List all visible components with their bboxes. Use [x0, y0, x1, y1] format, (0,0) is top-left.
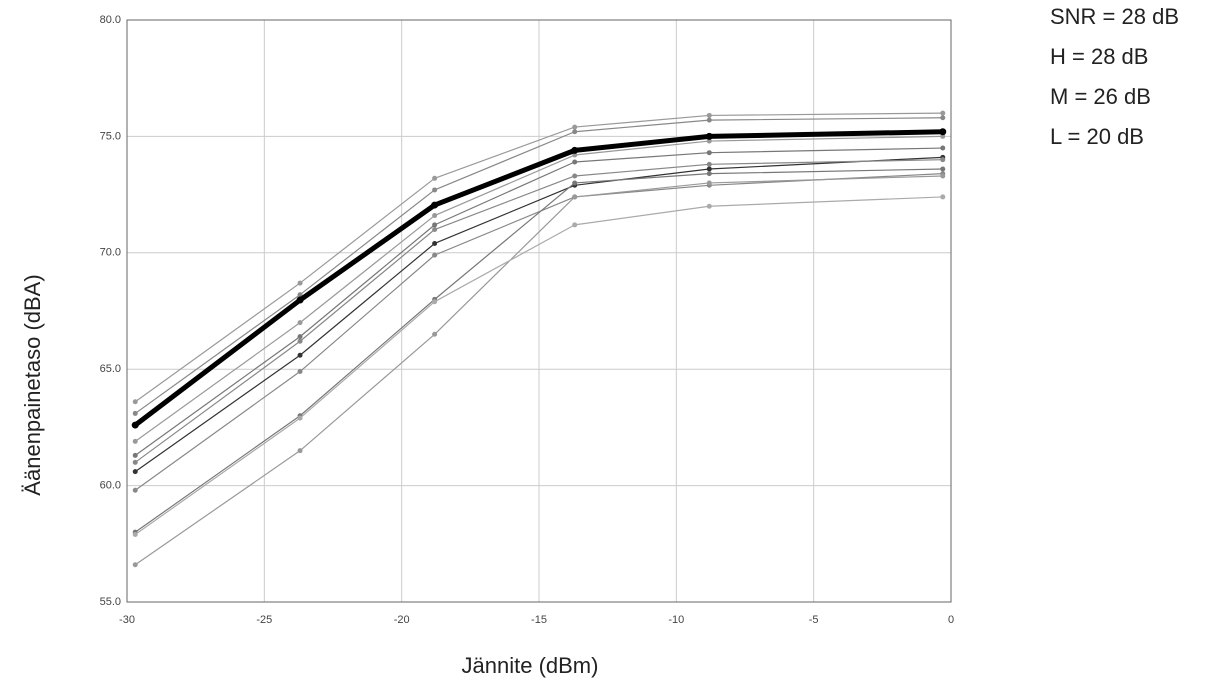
point-marker [940, 115, 946, 121]
annotation: H = 28 dB [1050, 44, 1148, 69]
point-marker [432, 331, 438, 337]
point-marker [297, 352, 303, 358]
y-tick-label: 60.0 [100, 480, 121, 492]
point-marker [296, 296, 304, 304]
point-marker [132, 531, 138, 537]
series-line [134, 135, 943, 442]
point-marker [572, 159, 578, 165]
point-marker [706, 138, 712, 144]
x-tick-label: -5 [809, 614, 819, 626]
point-marker [572, 129, 578, 135]
series-line [134, 175, 943, 566]
point-marker [132, 410, 138, 416]
y-tick-label: 80.0 [100, 14, 121, 26]
series-line [134, 156, 943, 473]
y-tick-label: 70.0 [100, 247, 121, 259]
point-marker [706, 180, 712, 186]
point-marker [940, 173, 946, 179]
point-marker [132, 399, 138, 405]
point-marker [572, 152, 578, 158]
point-marker [297, 369, 303, 375]
point-marker [939, 128, 947, 136]
y-tick-label: 65.0 [100, 363, 121, 375]
point-marker [297, 338, 303, 344]
point-marker [297, 320, 303, 326]
y-tick-label: 55.0 [100, 596, 121, 608]
point-marker [132, 438, 138, 444]
series-line [134, 159, 943, 463]
series-line [134, 112, 943, 403]
series-line [134, 173, 943, 491]
point-marker [432, 222, 438, 228]
point-marker [572, 173, 578, 179]
point-marker [297, 334, 303, 340]
point-marker [572, 180, 578, 186]
point-marker [432, 299, 438, 305]
annotation: L = 20 dB [1050, 124, 1144, 149]
point-marker [940, 145, 946, 151]
x-tick-label: -30 [119, 614, 135, 626]
point-marker [432, 187, 438, 193]
point-marker [706, 171, 712, 177]
point-marker [132, 562, 138, 568]
y-tick-label: 75.0 [100, 130, 121, 142]
point-marker [571, 146, 579, 154]
point-marker [432, 240, 438, 246]
point-marker [132, 459, 138, 465]
point-marker [297, 415, 303, 421]
series-line [133, 129, 943, 428]
y-axis-label: Äänenpainetaso (dBA) [20, 274, 45, 495]
point-marker [431, 201, 439, 209]
point-marker [131, 421, 139, 429]
point-marker [706, 112, 712, 118]
x-axis-label: Jännite (dBm) [462, 653, 599, 678]
point-marker [940, 110, 946, 116]
point-marker [432, 175, 438, 181]
x-tick-label: -10 [668, 614, 684, 626]
point-marker [572, 194, 578, 200]
point-marker [940, 166, 946, 172]
point-marker [940, 157, 946, 163]
point-marker [940, 133, 946, 139]
series-line [134, 147, 943, 456]
annotation: M = 26 dB [1050, 84, 1151, 109]
plot-frame [126, 19, 952, 603]
point-marker [432, 252, 438, 258]
point-marker [297, 292, 303, 298]
point-marker [572, 222, 578, 228]
series-line [134, 196, 943, 535]
point-marker [432, 213, 438, 219]
x-tick-label: -15 [531, 614, 547, 626]
annotation: SNR = 28 dB [1050, 4, 1179, 29]
point-marker [297, 448, 303, 454]
point-marker [572, 124, 578, 130]
point-marker [940, 194, 946, 200]
point-marker [706, 166, 712, 172]
point-marker [706, 150, 712, 156]
point-marker [132, 452, 138, 458]
point-marker [705, 132, 713, 140]
point-marker [297, 280, 303, 286]
point-marker [706, 203, 712, 209]
point-marker [706, 161, 712, 167]
point-marker [132, 487, 138, 493]
x-tick-label: -20 [394, 614, 410, 626]
point-marker [432, 227, 438, 233]
x-tick-label: 0 [948, 614, 954, 626]
point-marker [132, 469, 138, 475]
x-tick-label: -25 [256, 614, 272, 626]
point-marker [706, 117, 712, 123]
series-line [134, 117, 943, 414]
series-line [134, 168, 943, 533]
